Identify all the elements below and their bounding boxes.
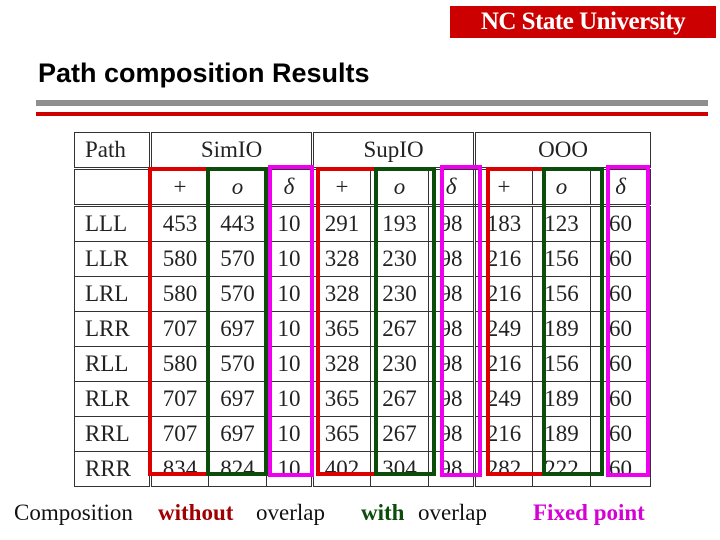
with-overlap-box-ooo [542, 167, 604, 476]
value-cell: 249 [474, 381, 534, 417]
title-divider-gray [36, 100, 708, 106]
results-table-area: Path SimIO SupIO OOO + o δ + o δ + o δ L… [74, 132, 652, 487]
value-cell: 230 [370, 346, 430, 382]
group-header-supio: SupIO [312, 132, 477, 170]
value-cell: 216 [474, 416, 534, 452]
path-cell: LRR [74, 311, 152, 347]
nc-state-logo: NC State University [450, 6, 716, 38]
fixed-point-box-ooo [606, 165, 650, 477]
value-cell: 216 [474, 241, 534, 277]
path-cell: LRL [74, 276, 152, 312]
path-cell: RLL [74, 346, 152, 382]
value-cell: 10 [265, 416, 315, 452]
table-group-header-row: Path SimIO SupIO OOO [74, 132, 652, 170]
value-cell: 365 [312, 381, 372, 417]
value-cell: 697 [208, 381, 267, 417]
ooo-o-header: o [532, 168, 592, 207]
value-cell: 328 [312, 346, 372, 382]
value-cell: 189 [532, 311, 592, 347]
path-sub-header-empty [74, 168, 152, 207]
value-cell: 98 [428, 311, 477, 347]
group-header-ooo: OOO [474, 132, 652, 170]
value-cell: 365 [312, 311, 372, 347]
caption-overlap-2: overlap [418, 500, 487, 525]
value-cell: 707 [150, 381, 209, 417]
path-column-header: Path [74, 132, 152, 170]
caption-without: without [158, 500, 234, 525]
value-cell: 156 [532, 276, 592, 312]
simio-plus-header: + [150, 168, 209, 207]
value-cell: 123 [532, 205, 592, 242]
value-cell: 697 [208, 311, 267, 347]
value-cell: 707 [150, 416, 209, 452]
with-overlap-box-supio [374, 167, 436, 476]
supio-o-header: o [370, 168, 430, 207]
caption-fixed-point: Fixed point [533, 500, 645, 525]
path-cell: LLL [74, 205, 152, 242]
title-divider-red [36, 112, 708, 116]
value-cell: 697 [208, 416, 267, 452]
table-row: RLR 707 697 10 365 267 98 249 189 60 [74, 381, 652, 417]
caption-with: with [361, 500, 405, 525]
value-cell: 230 [370, 276, 430, 312]
value-cell: 580 [150, 276, 209, 312]
group-header-simio: SimIO [149, 132, 315, 170]
slide-title: Path composition Results [38, 58, 370, 88]
value-cell: 98 [428, 381, 477, 417]
value-cell: 98 [428, 346, 477, 382]
value-cell: 189 [532, 416, 592, 452]
value-cell: 230 [370, 241, 430, 277]
path-cell: RRR [74, 451, 152, 487]
value-cell: 216 [474, 346, 534, 382]
value-cell: 10 [265, 381, 315, 417]
value-cell: 10 [265, 241, 315, 277]
value-cell: 98 [428, 416, 477, 452]
value-cell: 834 [150, 451, 209, 487]
without-overlap-box-ooo [486, 167, 546, 476]
path-cell: LLR [74, 241, 152, 277]
caption-composition: Composition [14, 500, 133, 525]
value-cell: 216 [474, 276, 534, 312]
value-cell: 156 [532, 241, 592, 277]
value-cell: 249 [474, 311, 534, 347]
without-overlap-box-simio [148, 167, 210, 476]
fixed-point-box-supio [440, 165, 482, 477]
value-cell: 98 [428, 276, 477, 312]
value-cell: 282 [474, 451, 534, 487]
value-cell: 98 [428, 241, 477, 277]
value-cell: 267 [370, 311, 430, 347]
fixed-point-box-simio [268, 165, 314, 477]
without-overlap-box-supio [316, 167, 378, 476]
with-overlap-box-simio [206, 167, 268, 476]
value-cell: 222 [532, 451, 592, 487]
table-row: LRL 580 570 10 328 230 98 216 156 60 [74, 276, 652, 312]
value-cell: 824 [208, 451, 267, 487]
path-cell: RRL [74, 416, 152, 452]
supio-delta-header: δ [428, 168, 477, 207]
value-cell: 580 [150, 241, 209, 277]
caption-overlap-1: overlap [256, 500, 325, 525]
path-cell: RLR [74, 381, 152, 417]
